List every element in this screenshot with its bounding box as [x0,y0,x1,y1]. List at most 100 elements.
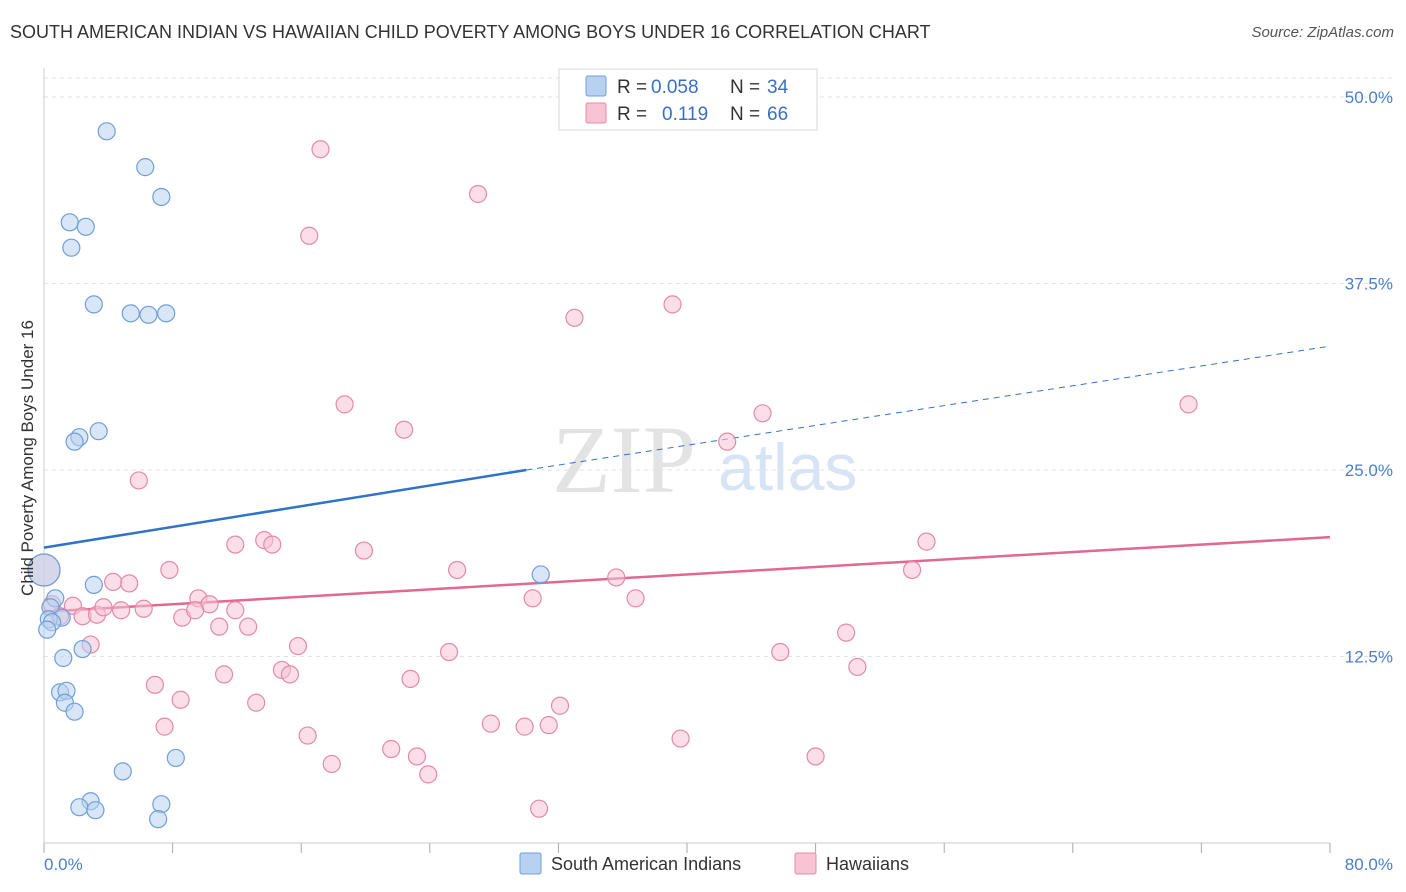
legend-r-label-2: R = [617,104,647,125]
point-south-american-indians-11 [89,422,108,441]
point-hawaiians-18 [607,568,626,587]
point-hawaiians-32 [94,598,113,617]
point-hawaiians-46 [280,665,300,684]
point-hawaiians-50 [171,690,190,709]
point-hawaiians-62 [806,747,825,766]
point-south-american-indians-12 [65,432,84,451]
point-hawaiians-19 [902,560,922,580]
point-south-american-indians-21 [54,648,73,668]
legend-r-value-1: 0.058 [651,77,699,98]
legend-bottom: South American Indians Hawaiians [519,852,909,875]
point-south-american-indians-13 [27,553,61,587]
point-hawaiians-14 [354,541,373,560]
point-south-american-indians-31 [70,798,89,817]
point-south-american-indians-22 [73,639,92,659]
x-tick-labels: 0.0% 80.0% [44,855,1393,874]
legend-top: R = 0.058 N = 34 R = 0.119 N = 66 [558,68,818,131]
point-hawaiians-44 [848,657,867,677]
point-hawaiians-58 [671,729,690,748]
legend-r-label-1: R = [617,77,647,98]
point-hawaiians-3 [565,308,584,327]
legend-bottom-label-south-american-indians: South American Indians [551,854,741,874]
point-south-american-indians-27 [65,702,84,721]
point-south-american-indians-5 [62,238,81,257]
axes [43,68,1331,853]
point-hawaiians-25 [523,589,542,608]
point-south-american-indians-3 [60,213,79,232]
point-hawaiians-49 [145,675,165,694]
point-south-american-indians-28 [113,762,132,781]
point-south-american-indians-23 [531,565,550,584]
legend-bottom-label-hawaiians: Hawaiians [826,854,909,874]
point-hawaiians-26 [626,589,645,608]
y-tick-label-1: 25.0% [1345,461,1393,480]
point-hawaiians-11 [226,535,245,554]
point-hawaiians-34 [134,599,153,618]
point-south-american-indians-32 [86,801,105,820]
point-south-american-indians-29 [166,748,185,768]
chart-source: Source: ZipAtlas.com [1251,24,1394,41]
point-south-american-indians-34 [149,810,168,829]
point-south-american-indians-7 [121,304,140,323]
point-hawaiians-54 [298,726,317,745]
x-tick-label-min: 0.0% [44,855,83,874]
legend-n-label-2: N = [730,104,760,125]
chart-title: SOUTH AMERICAN INDIAN VS HAWAIIAN CHILD … [10,22,931,42]
trend-lines [43,345,1331,613]
y-tick-label-3: 50.0% [1345,88,1393,107]
trend-line-south-american-indians [43,468,527,549]
trend-line-hawaiians [43,535,1331,613]
point-south-american-indians-4 [76,217,95,236]
point-hawaiians-40 [288,636,308,656]
x-tick-label-max: 80.0% [1345,855,1393,874]
legend-n-value-2: 66 [767,104,788,125]
point-hawaiians-56 [515,717,534,736]
point-hawaiians-10 [129,471,148,490]
y-axis-label: Child Poverty Among Boys Under 16 [18,320,37,596]
point-south-american-indians-33 [152,795,171,814]
point-hawaiians-48 [401,669,420,688]
point-hawaiians-21 [120,574,139,593]
data-points [27,122,1198,829]
point-south-american-indians-8 [139,305,158,324]
point-hawaiians-20 [104,572,123,592]
legend-bottom-swatch-blue [519,852,542,875]
point-hawaiians-15 [917,532,936,551]
point-south-american-indians-2 [152,187,171,207]
point-hawaiians-53 [155,717,174,736]
point-south-american-indians-9 [157,304,176,323]
point-hawaiians-38 [239,617,258,636]
point-hawaiians-4 [663,295,682,314]
point-hawaiians-47 [214,665,234,684]
legend-swatch-pink [585,102,607,124]
point-hawaiians-33 [112,601,131,620]
point-hawaiians-55 [481,714,500,733]
legend-bottom-swatch-pink [794,852,817,875]
watermark: ZIP atlas [552,406,857,513]
point-hawaiians-57 [539,716,558,735]
point-hawaiians-63 [419,765,438,784]
point-hawaiians-60 [407,747,427,766]
point-hawaiians-9 [718,432,737,451]
point-hawaiians-61 [322,754,341,774]
point-south-american-indians-0 [97,122,116,141]
point-hawaiians-37 [210,617,229,636]
point-south-american-indians-6 [84,295,103,314]
point-south-american-indians-20 [38,620,57,639]
legend-n-value-1: 34 [767,77,789,98]
y-tick-label-2: 37.5% [1345,275,1393,294]
point-hawaiians-36 [186,601,205,620]
point-hawaiians-8 [1179,395,1198,414]
legend-swatch-blue [585,75,607,97]
point-hawaiians-13 [263,535,282,554]
watermark-atlas: atlas [718,430,857,504]
point-hawaiians-41 [439,642,459,662]
point-hawaiians-59 [382,739,401,759]
y-tick-labels: 12.5% 25.0% 37.5% 50.0% [1345,88,1393,667]
legend-r-value-2: 0.119 [662,104,708,125]
point-hawaiians-1 [468,184,488,204]
point-hawaiians-52 [550,696,570,715]
point-hawaiians-24 [226,601,245,620]
point-hawaiians-16 [160,560,179,580]
point-hawaiians-42 [771,642,790,662]
